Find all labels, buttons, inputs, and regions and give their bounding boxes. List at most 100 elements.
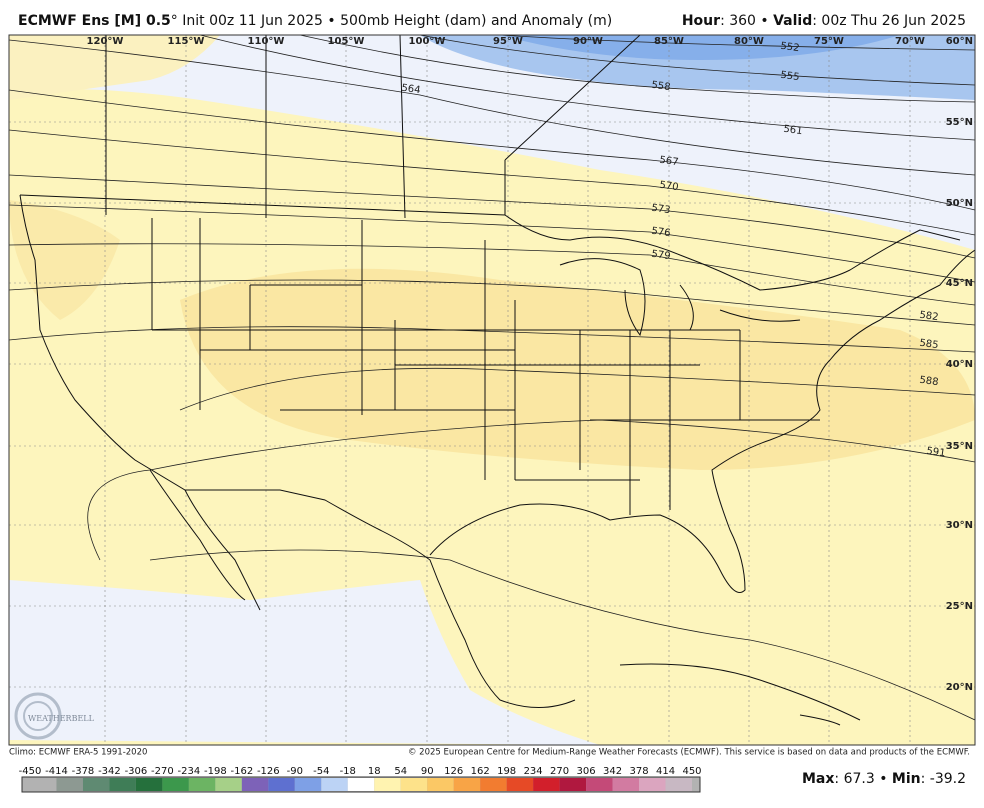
contour-label: 588 (919, 375, 939, 389)
climo-note: Climo: ECMWF ERA-5 1991-2020 (9, 748, 147, 758)
colorbar-swatch (559, 778, 587, 791)
longitude-label: 120°W (87, 36, 124, 47)
latitude-label: 25°N (946, 601, 973, 612)
latitude-label: 30°N (946, 520, 973, 531)
colorbar-label: 378 (629, 766, 648, 777)
max-min: Max: 67.3 • Min: -39.2 (802, 771, 966, 787)
longitude-label: 75°W (814, 36, 844, 47)
colorbar-swatch (135, 778, 163, 791)
colorbar-swatch (665, 778, 692, 791)
colorbar-swatch (347, 778, 375, 791)
colorbar-label: -342 (98, 766, 121, 777)
colorbar-label: 414 (656, 766, 675, 777)
valid-time: Hour: 360 • Valid: 00z Thu 26 Jun 2025 (682, 13, 966, 29)
colorbar-swatch (268, 778, 295, 791)
colorbar-swatch (162, 778, 189, 791)
colorbar-label: 234 (524, 766, 543, 777)
colorbar-label: 198 (497, 766, 516, 777)
map-field (9, 35, 975, 745)
colorbar-label: -378 (72, 766, 95, 777)
colorbar-swatch (612, 778, 640, 791)
longitude-label: 115°W (168, 36, 205, 47)
valid-time-part: : 360 • (720, 13, 773, 29)
colorbar-label: 18 (368, 766, 381, 777)
colorbar-label: -162 (230, 766, 253, 777)
colorbar-label: 270 (550, 766, 569, 777)
colorbar-swatch (82, 778, 110, 791)
graticule (9, 35, 975, 745)
colorbar-swatch (374, 778, 401, 791)
colorbar-label: -450 (19, 766, 42, 777)
contour-label: 558 (651, 80, 671, 94)
height-contours (9, 35, 975, 721)
colorbar-label: -90 (287, 766, 303, 777)
valid-time-part: Hour (682, 13, 720, 29)
anomaly-neutral-south (9, 580, 600, 745)
latitude-label: 60°N (946, 36, 973, 47)
colorbar-label: 126 (444, 766, 463, 777)
colorbar-swatch (639, 778, 666, 791)
colorbar-swatch (215, 778, 242, 791)
colorbar-label: 342 (603, 766, 622, 777)
max-min-part: Max (802, 771, 834, 787)
contour-label: 564 (401, 83, 421, 97)
colorbar-swatch (56, 778, 83, 791)
colorbar-label: -126 (257, 766, 280, 777)
max-min-part: : -39.2 (921, 771, 966, 787)
longitude-label: 80°W (734, 36, 764, 47)
latitude-label: 40°N (946, 359, 973, 370)
colorbar-swatch (586, 778, 613, 791)
colorbar-swatch (427, 778, 454, 791)
anomaly-positive-nw (9, 35, 220, 100)
colorbar-label: 90 (421, 766, 434, 777)
colorbar-label: -54 (313, 766, 329, 777)
colorbar-label: -234 (178, 766, 201, 777)
contour-label: 567 (659, 155, 679, 169)
colorbar-label: 162 (471, 766, 490, 777)
max-min-part: : 67.3 • (834, 771, 892, 787)
colorbar-label: 54 (394, 766, 407, 777)
colorbar-label: -198 (204, 766, 227, 777)
contour-label: 585 (919, 338, 939, 352)
colorbar-swatch (453, 778, 481, 791)
title: ECMWF Ens [M] 0.5° Init 00z 11 Jun 2025 … (18, 13, 612, 29)
latitude-label: 20°N (946, 682, 973, 693)
colorbar-swatch (321, 778, 348, 791)
longitude-label: 105°W (328, 36, 365, 47)
labels: ECMWF Ens [M] 0.5° Init 00z 11 Jun 2025 … (9, 13, 973, 793)
colorbar-swatch (506, 778, 534, 791)
max-min-part: Min (892, 771, 921, 787)
longitude-label: 90°W (573, 36, 603, 47)
longitude-label: 85°W (654, 36, 684, 47)
colorbar-label: -414 (45, 766, 68, 777)
anomaly-negative-north (420, 35, 975, 100)
colorbar-swatch (109, 778, 136, 791)
colorbar-label: -18 (340, 766, 356, 777)
contour-label: 561 (783, 124, 803, 138)
longitude-label: 95°W (493, 36, 523, 47)
colorbar-label: -270 (151, 766, 174, 777)
title-part: ° (171, 13, 178, 29)
map-frame (8, 34, 976, 746)
contour-label: 570 (659, 180, 679, 194)
colorbar-label: -306 (125, 766, 148, 777)
colorbar-label: 450 (682, 766, 701, 777)
anomaly-negative-core (500, 35, 900, 60)
longitude-label: 70°W (895, 36, 925, 47)
latitude-label: 45°N (946, 278, 973, 289)
colorbar-swatch (480, 778, 507, 791)
colorbar-swatch (533, 778, 560, 791)
contour-label: 576 (651, 226, 671, 240)
longitude-label: 100°W (409, 36, 446, 47)
contour-label: 591 (926, 446, 946, 460)
logo-mark (14, 692, 62, 740)
title-part: Init 00z 11 Jun 2025 • 500mb Height (dam… (178, 13, 612, 29)
title-part: ECMWF Ens [M] 0.5 (18, 13, 171, 29)
colorbar-swatch (294, 778, 322, 791)
contour-label: 573 (651, 203, 671, 217)
latitude-label: 50°N (946, 198, 973, 209)
colorbar-swatch (188, 778, 216, 791)
boundaries (19, 35, 975, 726)
latitude-label: 35°N (946, 441, 973, 452)
